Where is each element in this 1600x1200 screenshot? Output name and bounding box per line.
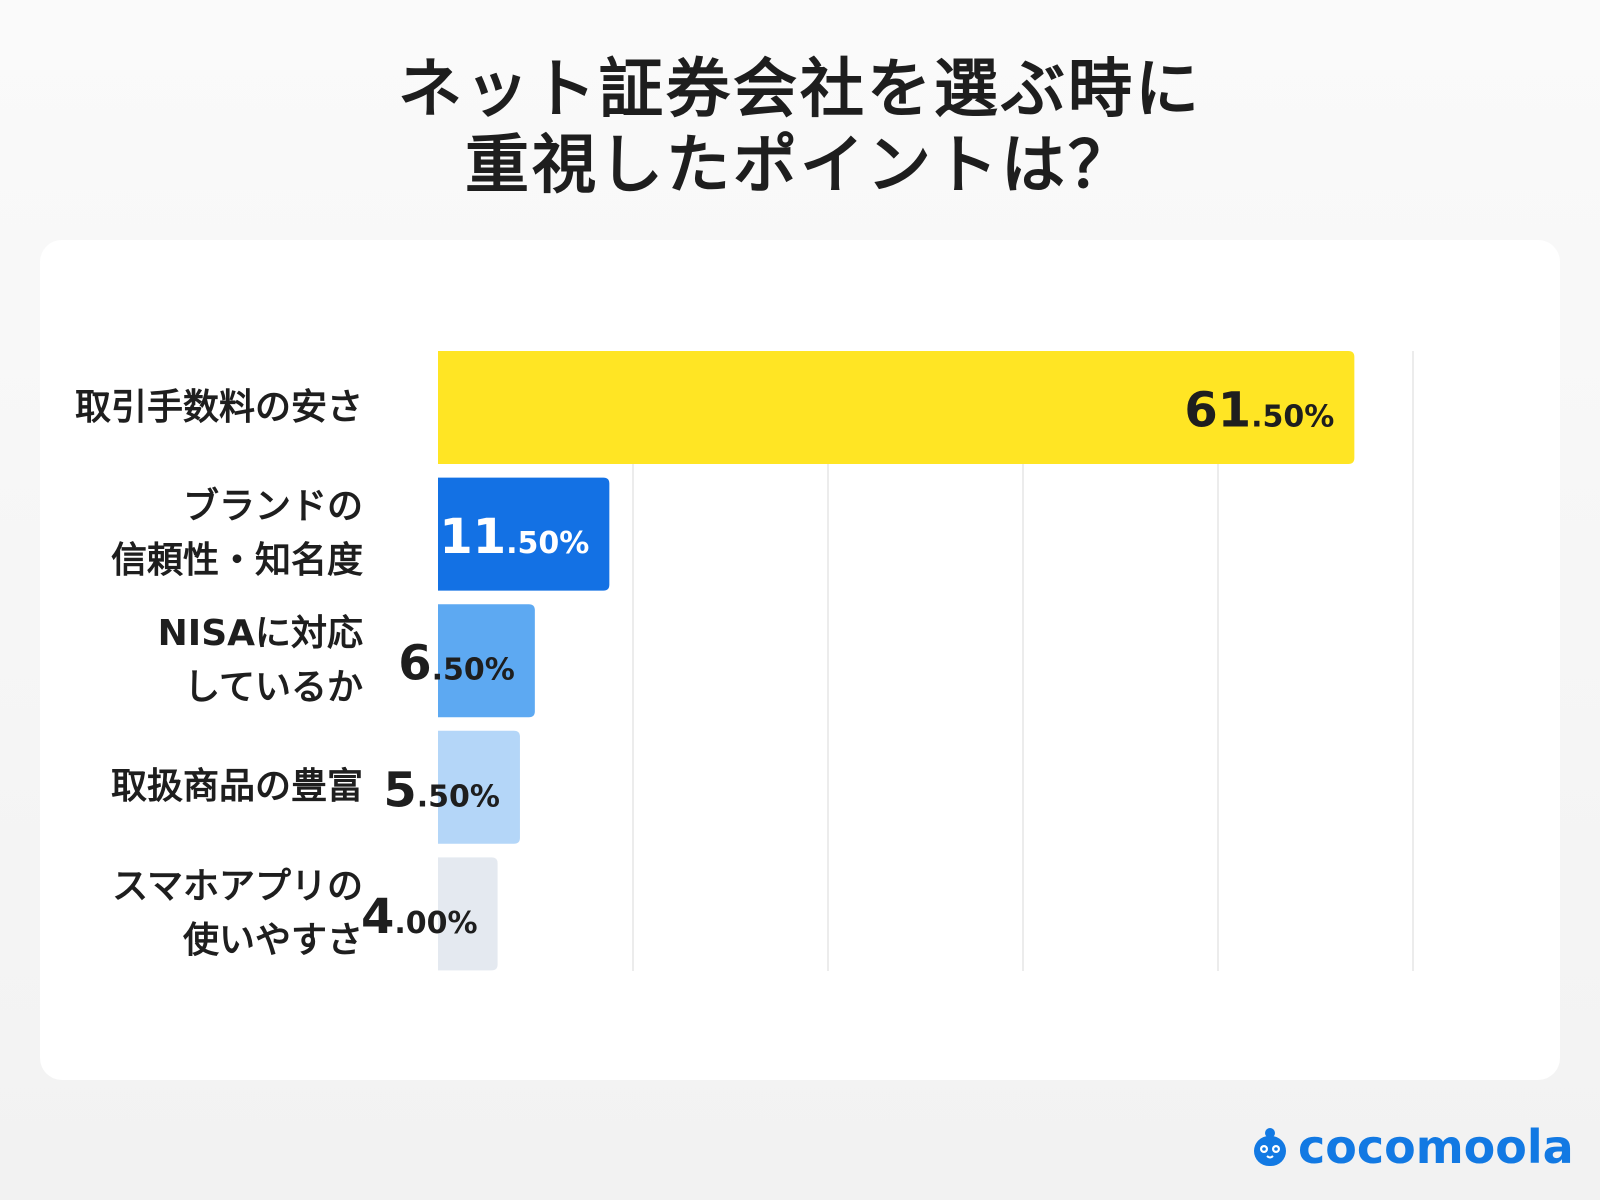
value-label-int: 11	[439, 509, 506, 565]
category-label-line: 取引手数料の安さ	[74, 386, 363, 428]
category-label-2: ブランドの信頼性・知名度	[0, 480, 363, 588]
category-label-line: スマホアプリの	[112, 865, 363, 907]
category-label-line: 取扱商品の豊富	[110, 766, 363, 808]
brand-logo: cocomoola	[1248, 1120, 1574, 1174]
value-label-int: 4	[361, 889, 394, 945]
chart-card: 61.50% 11.50% 6.50% 5.50% 4.00% 取引手数料の安さ ブランド…	[40, 240, 1560, 1080]
value-label-int: 5	[383, 762, 416, 818]
value-label-4: 5.50%	[383, 762, 500, 818]
value-label-dec: .50%	[432, 653, 515, 688]
value-label-dec: .00%	[394, 906, 477, 941]
category-label-3: NISAに対応しているか	[0, 607, 363, 715]
value-label-5: 4.00%	[361, 889, 478, 945]
category-label-line: しているか	[184, 666, 363, 708]
bars	[438, 351, 1355, 971]
bar-chart: 61.50%11.50%6.50%5.50%4.00%	[361, 351, 1414, 971]
brand-name: cocomoola	[1298, 1120, 1574, 1174]
category-label-1: 取引手数料の安さ	[0, 381, 363, 435]
category-label-line: 信頼性・知名度	[110, 540, 363, 582]
bar-2	[438, 477, 610, 591]
chart-title-line-1: ネット証券会社を選ぶ時に	[398, 53, 1202, 127]
chart-title: ネット証券会社を選ぶ時に 重視したポイントは？	[0, 52, 1600, 204]
chart-title-line-2: 重視したポイントは？	[465, 129, 1135, 203]
category-label-line: NISAに対応	[157, 612, 363, 654]
value-label-int: 6	[398, 636, 431, 692]
value-label-3: 6.50%	[398, 636, 515, 692]
value-label-2: 11.50%	[439, 509, 589, 565]
bar-4	[438, 730, 520, 844]
category-label-line: 使いやすさ	[182, 919, 363, 961]
category-label-4: 取扱商品の豊富	[0, 760, 363, 814]
value-labels: 61.50%11.50%6.50%5.50%4.00%	[361, 383, 1334, 945]
value-label-dec: .50%	[417, 779, 500, 814]
value-label-dec: .50%	[1251, 400, 1334, 435]
category-label-line: ブランドの	[182, 486, 363, 528]
value-label-int: 61	[1184, 383, 1251, 439]
bar-5	[438, 857, 498, 971]
value-label-dec: .50%	[506, 526, 589, 561]
mascot-icon	[1254, 1128, 1286, 1166]
bar-1	[438, 351, 1355, 464]
category-label-5: スマホアプリの使いやすさ	[0, 860, 363, 968]
value-label-1: 61.50%	[1184, 383, 1334, 439]
bar-3	[438, 604, 535, 718]
